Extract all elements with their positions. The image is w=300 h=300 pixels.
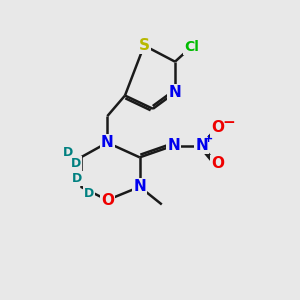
- Text: N: N: [195, 138, 208, 153]
- Text: N: N: [133, 179, 146, 194]
- Text: N: N: [101, 135, 114, 150]
- Text: O: O: [211, 120, 224, 135]
- Text: O: O: [101, 193, 114, 208]
- Text: +: +: [203, 134, 213, 144]
- Text: N: N: [167, 138, 180, 153]
- Text: D: D: [72, 172, 83, 185]
- Text: D: D: [63, 146, 74, 159]
- Text: −: −: [222, 115, 235, 130]
- Text: D: D: [70, 157, 81, 170]
- Text: O: O: [211, 156, 224, 171]
- Text: N: N: [169, 85, 182, 100]
- Text: S: S: [139, 38, 150, 53]
- Text: D: D: [84, 187, 94, 200]
- Text: Cl: Cl: [184, 40, 199, 54]
